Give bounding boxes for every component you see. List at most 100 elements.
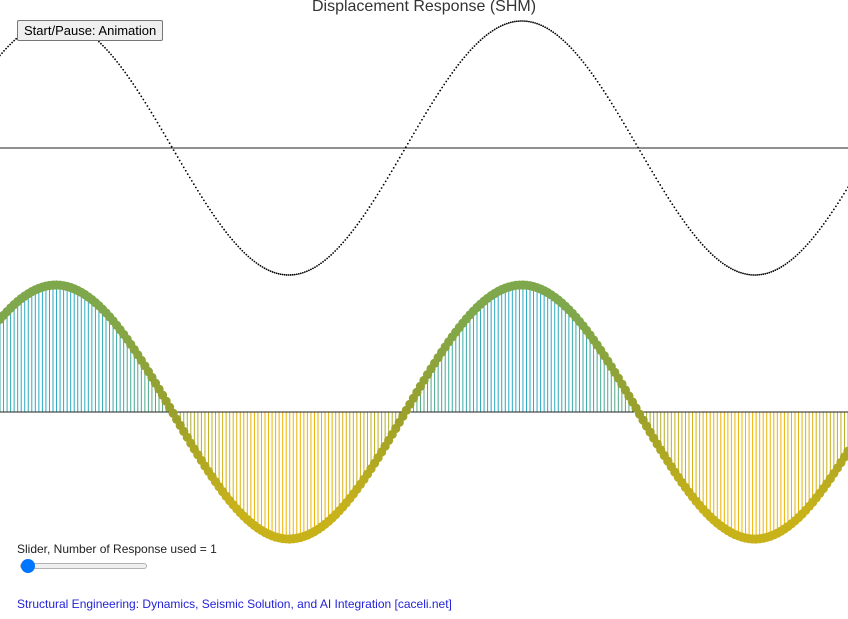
- curve-dot: [328, 255, 330, 258]
- curve-dot: [245, 253, 248, 256]
- curve-dot: [598, 83, 601, 86]
- curve-dot: [578, 56, 581, 59]
- chart-stem-displacement: [0, 280, 848, 544]
- curve-dot: [727, 266, 730, 269]
- curve-dot: [524, 20, 526, 23]
- curve-dot: [625, 125, 627, 128]
- curve-dot: [814, 233, 817, 236]
- curve-dot: [413, 132, 415, 135]
- curve-dot: [612, 105, 615, 108]
- curve-dot: [316, 265, 318, 267]
- curve-dot: [419, 122, 421, 125]
- curve-dot: [713, 256, 716, 258]
- curve-dot: [3, 49, 5, 52]
- curve-dot: [390, 170, 393, 173]
- curve-dot: [346, 236, 349, 239]
- curve-dot: [511, 21, 514, 23]
- curve-dot: [429, 105, 431, 108]
- curve-dot: [509, 21, 512, 24]
- curve-dot: [604, 93, 607, 95]
- curve-dot: [723, 263, 726, 266]
- curve-dot: [289, 274, 292, 276]
- curve-dot: [804, 245, 807, 248]
- curve-dot: [620, 119, 623, 121]
- curve-dot: [796, 253, 799, 256]
- curve-dot: [259, 264, 262, 267]
- curve-dot: [673, 206, 676, 209]
- curve-dot: [808, 240, 811, 243]
- curve-dot: [306, 270, 308, 273]
- start-pause-animation-button[interactable]: Start/Pause: Animation: [17, 20, 164, 41]
- curve-dot: [114, 58, 116, 61]
- curve-dot: [162, 131, 165, 134]
- curve-dot: [770, 270, 773, 273]
- footer-link[interactable]: Structural Engineering: Dynamics, Seismi…: [17, 597, 452, 611]
- curve-dot: [398, 156, 401, 159]
- curve-dot: [439, 89, 442, 92]
- curve-dot: [703, 246, 706, 248]
- curve-dot: [738, 271, 740, 274]
- curve-dot: [750, 273, 752, 276]
- curve-dot: [576, 54, 579, 56]
- curve-dot: [667, 197, 670, 199]
- response-count-slider[interactable]: [20, 559, 147, 573]
- curve-dot: [562, 39, 565, 42]
- curve-dot: [421, 118, 423, 121]
- curve-dot: [203, 199, 205, 202]
- curve-dot: [532, 21, 534, 24]
- curve-dot: [342, 241, 345, 244]
- curve-dot: [657, 180, 660, 183]
- curve-dot: [627, 129, 629, 132]
- curve-dot: [822, 223, 825, 225]
- curve-dot: [122, 68, 125, 71]
- curve-dot: [760, 273, 763, 276]
- curve-dot: [174, 152, 177, 155]
- curve-dot: [800, 249, 803, 252]
- curve-dot: [394, 163, 397, 166]
- curve-dot: [332, 252, 335, 254]
- curve-dot: [768, 271, 771, 274]
- curve-dot: [802, 247, 805, 250]
- curve-dot: [229, 236, 232, 239]
- curve-dot: [711, 254, 714, 256]
- curve-dot: [526, 20, 528, 23]
- curve-dot: [277, 272, 280, 275]
- curve-dot: [7, 45, 9, 48]
- curve-dot: [388, 173, 391, 176]
- curve-dot: [810, 238, 813, 241]
- curve-dot: [734, 269, 736, 272]
- curve-dot: [281, 273, 284, 276]
- curve-dot: [665, 193, 668, 196]
- curve-dot: [408, 139, 411, 142]
- curve-dot: [186, 173, 189, 176]
- stem-marker: [843, 446, 848, 456]
- curve-dot: [425, 112, 427, 114]
- curve-dot: [685, 223, 688, 226]
- curve-dot: [243, 251, 246, 254]
- curve-dot: [746, 273, 748, 276]
- curve-dot: [308, 269, 310, 272]
- curve-dot: [211, 211, 213, 214]
- curve-dot: [437, 92, 440, 95]
- curve-dot: [778, 267, 781, 270]
- curve-dot: [631, 136, 633, 139]
- curve-dot: [249, 257, 252, 260]
- curve-dot: [824, 220, 827, 223]
- curve-dot: [140, 95, 143, 98]
- curve-dot: [257, 263, 260, 266]
- curve-dot: [144, 101, 147, 104]
- curve-dot: [134, 86, 137, 88]
- curve-dot: [489, 31, 492, 33]
- curve-dot: [166, 138, 169, 141]
- curve-dot: [104, 46, 106, 49]
- curve-dot: [279, 273, 282, 276]
- slider-thumb[interactable]: [21, 559, 35, 573]
- curve-dot: [495, 27, 498, 30]
- curve-dot: [513, 20, 516, 23]
- curve-dot: [215, 217, 217, 220]
- curve-dot: [404, 146, 407, 149]
- curve-dot: [362, 215, 365, 217]
- curve-dot: [705, 248, 708, 251]
- curve-dot: [217, 220, 219, 223]
- curve-dot: [699, 241, 702, 244]
